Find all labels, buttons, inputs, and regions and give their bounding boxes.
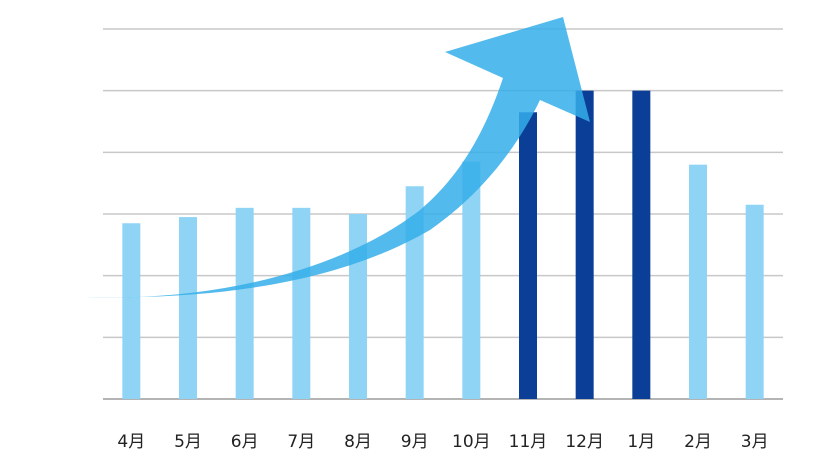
bar-5: [349, 214, 367, 399]
x-tick-label: 8月: [344, 432, 372, 452]
bar-2: [179, 217, 197, 399]
bar-3: [235, 207, 254, 399]
bars: [122, 90, 764, 400]
bar-11: [689, 164, 707, 399]
bar-10: [632, 90, 651, 400]
trend-arrow-icon: [84, 17, 590, 298]
x-tick-label: 5月: [174, 432, 202, 452]
x-tick-label: 1月: [627, 432, 655, 452]
bar-7: [462, 161, 481, 399]
gridlines: [103, 28, 783, 400]
x-tick-label: 6月: [231, 432, 259, 452]
bar-12: [745, 204, 764, 399]
x-tick-label: 11月: [509, 432, 548, 452]
bar-4: [292, 207, 311, 399]
bar-8: [519, 112, 537, 399]
bar-1: [122, 223, 141, 399]
x-tick-label: 7月: [287, 432, 315, 452]
x-tick-label: 2月: [684, 432, 712, 452]
x-tick-label: 9月: [401, 432, 429, 452]
x-tick-label: 4月: [117, 432, 145, 452]
x-tick-label: 10月: [452, 432, 491, 452]
bar-9: [575, 90, 594, 400]
x-tick-label: 12月: [565, 432, 604, 452]
x-tick-labels: 4月 5月 6月 7月 8月 9月 10月 11月 12月 1月 2月 3月: [117, 432, 768, 452]
x-tick-label: 3月: [741, 432, 769, 452]
